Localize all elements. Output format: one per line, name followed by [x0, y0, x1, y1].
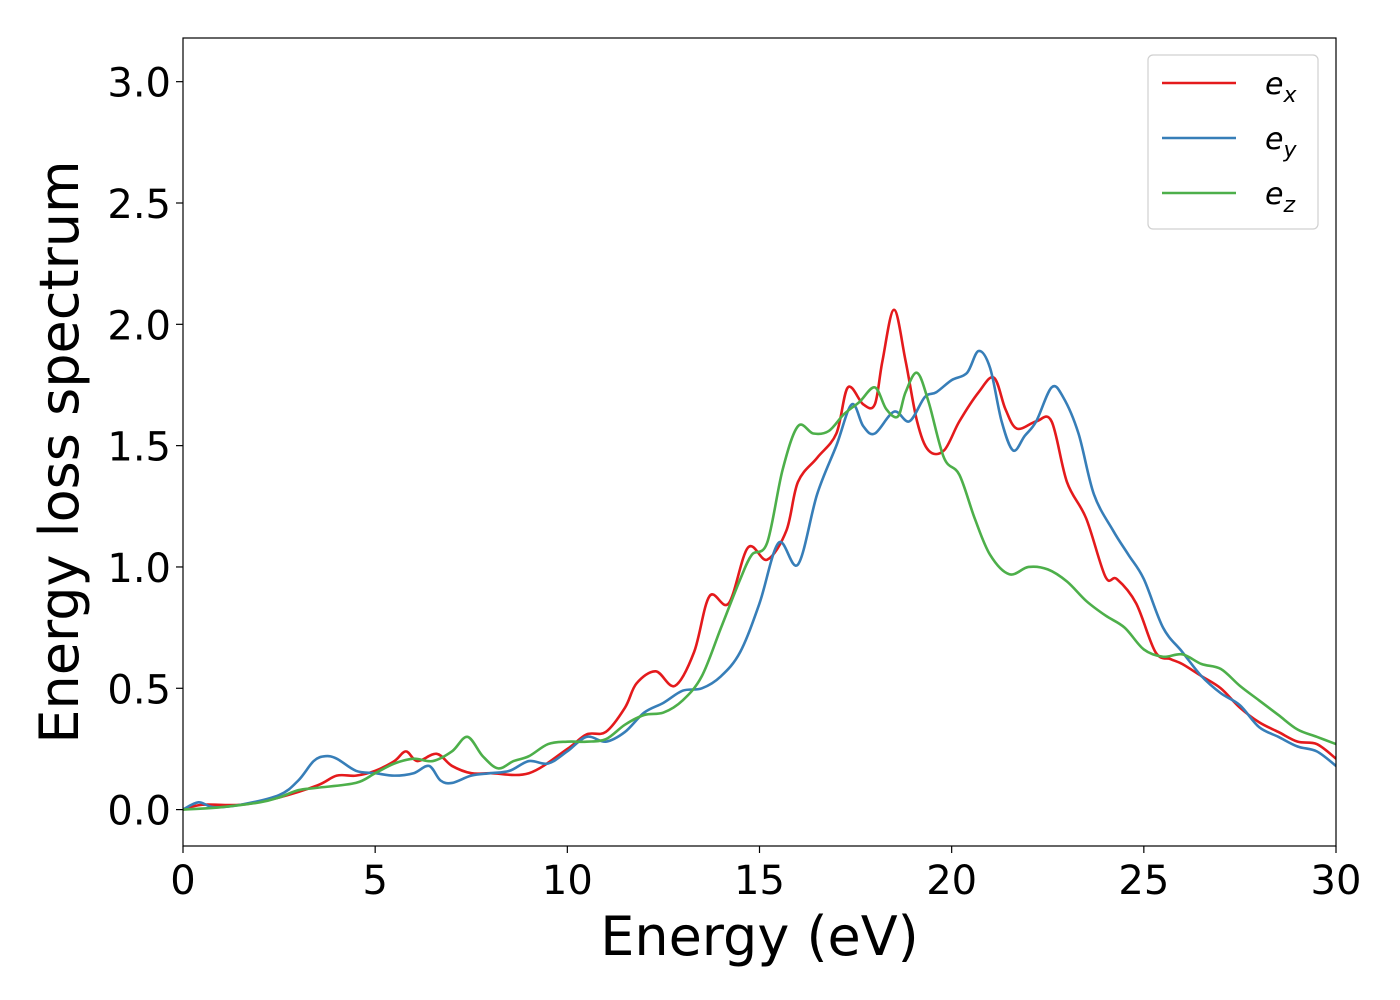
y-axis-label: Energy loss spectrum	[28, 160, 91, 743]
x-tick-label: 0	[170, 858, 195, 904]
series-layer	[183, 308, 1336, 811]
y-tick-label: 0.5	[107, 667, 171, 713]
x-tick-label: 5	[362, 858, 387, 904]
legend-box	[1147, 54, 1319, 230]
legend-label-z: ez	[1265, 177, 1295, 218]
x-axis: 0 5 10 15 20 25 30	[170, 846, 1361, 904]
legend-label-y: ey	[1265, 122, 1297, 163]
x-tick-label: 20	[926, 858, 977, 904]
legend: ex ey ez	[1147, 54, 1319, 230]
x-tick-label: 10	[542, 858, 593, 904]
series-line-z	[183, 371, 1336, 811]
y-tick-label: 2.0	[107, 303, 171, 349]
x-tick-label: 30	[1311, 858, 1362, 904]
y-axis: 0.0 0.5 1.0 1.5 2.0 2.5 3.0	[107, 61, 183, 835]
y-tick-label: 1.5	[107, 425, 171, 471]
x-tick-label: 25	[1118, 858, 1169, 904]
series-line-y	[183, 349, 1336, 811]
y-tick-label: 1.0	[107, 546, 171, 592]
x-tick-label: 15	[734, 858, 785, 904]
x-axis-label: Energy (eV)	[600, 905, 919, 968]
legend-label-x: ex	[1265, 67, 1297, 108]
y-tick-label: 2.5	[107, 182, 171, 228]
y-tick-label: 0.0	[107, 789, 171, 835]
series-line-x	[183, 308, 1336, 811]
y-tick-label: 3.0	[107, 61, 171, 107]
